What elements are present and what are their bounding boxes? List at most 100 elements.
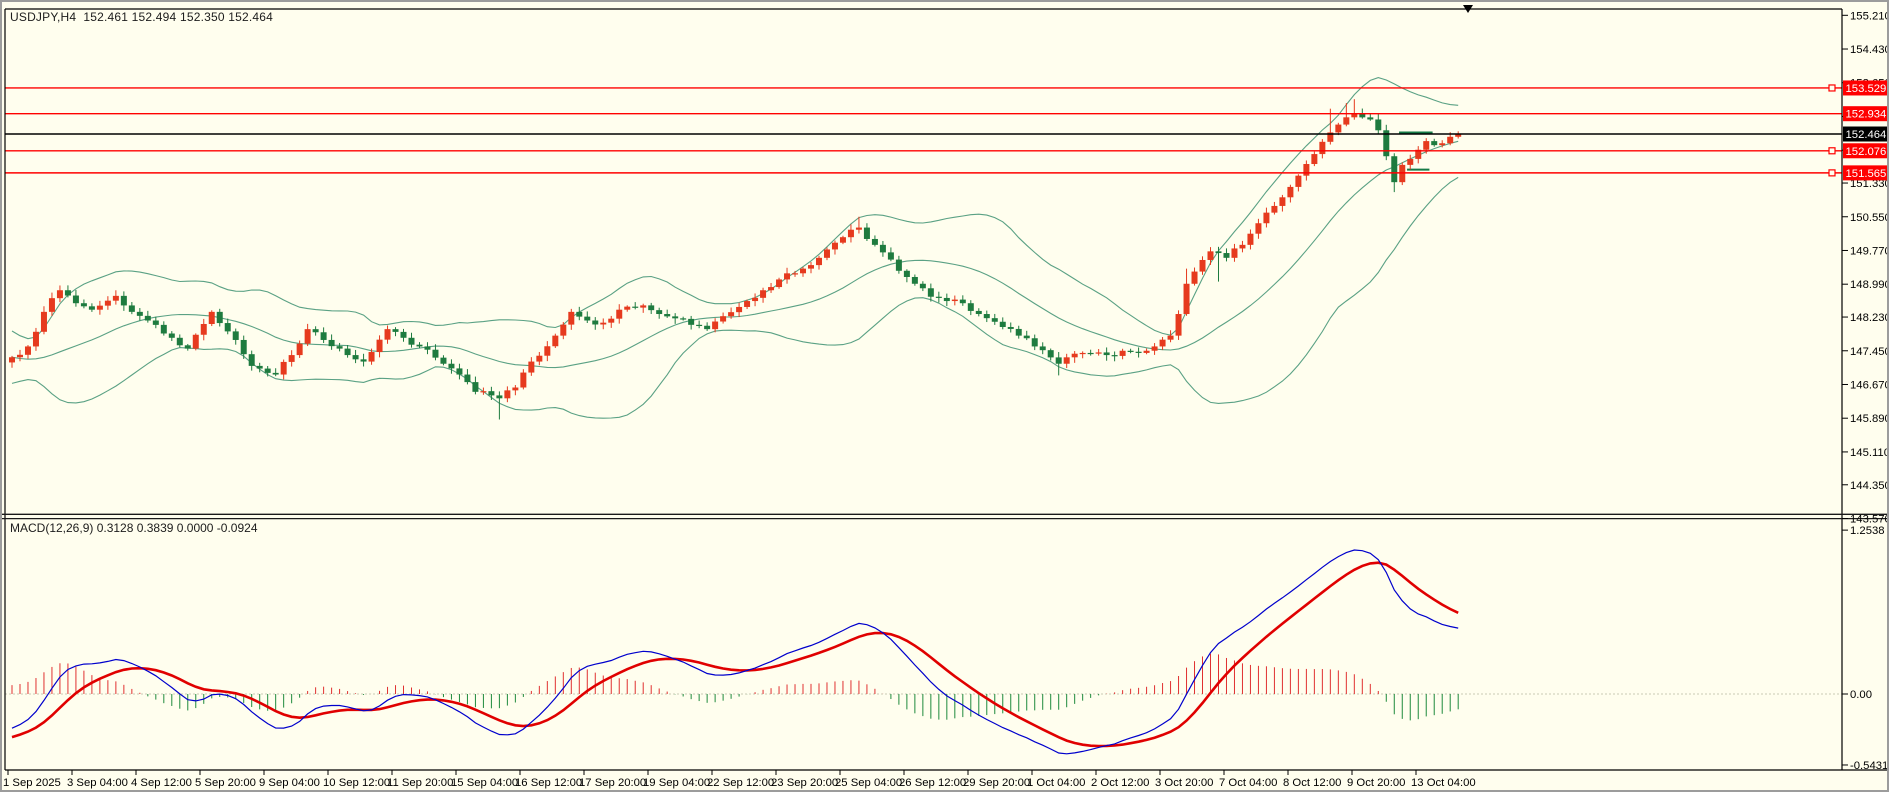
price-axis-tick-label: 145.110 (1850, 447, 1889, 459)
candle-body (648, 305, 655, 311)
candle-body (256, 365, 263, 369)
candle (736, 302, 743, 318)
candle-body (568, 311, 575, 325)
candle-body (1151, 346, 1158, 351)
candle (999, 317, 1006, 330)
candle-body (1431, 141, 1438, 146)
line-drag-handle[interactable] (1828, 169, 1836, 177)
candle (24, 345, 31, 359)
candle (664, 309, 671, 318)
candle (608, 315, 615, 328)
candle (879, 240, 886, 257)
candle (504, 386, 511, 403)
candle-body (184, 345, 191, 349)
candle-body (1303, 164, 1310, 176)
candle-body (480, 391, 487, 393)
candle-body (1183, 283, 1190, 315)
candle-body (1455, 134, 1462, 137)
candle (216, 308, 223, 327)
candle-body (1143, 350, 1150, 353)
candle (1127, 348, 1134, 354)
candle (368, 348, 375, 365)
candle (728, 307, 735, 319)
line-drag-handle[interactable] (1828, 147, 1836, 155)
candle-body (464, 374, 471, 383)
candle (1071, 351, 1078, 363)
candle-body (760, 290, 767, 298)
candle (336, 342, 343, 352)
bollinger-upper-band (11, 77, 1459, 340)
candle-body (320, 332, 327, 340)
candle (1271, 201, 1278, 215)
candle-body (967, 303, 974, 311)
price-line-label-box (1843, 126, 1887, 142)
candle (1151, 343, 1158, 355)
candle (1055, 352, 1062, 376)
candle-body (584, 316, 591, 321)
macd-indicator-label: MACD(12,26,9) 0.3128 0.3839 0.0000 -0.09… (10, 521, 258, 535)
candle-body (328, 339, 335, 347)
chart-shift-triangle-icon[interactable] (1463, 5, 1473, 13)
candle-body (208, 311, 215, 324)
candle-body (248, 354, 255, 366)
candle (1167, 330, 1174, 343)
candle (1335, 122, 1342, 136)
candle-body (1007, 326, 1014, 329)
candle-body (823, 249, 830, 258)
time-axis-label: 1 Oct 04:00 (1027, 777, 1085, 789)
candle-body (112, 295, 119, 301)
time-axis-label: 10 Sep 12:00 (323, 777, 390, 789)
candle (672, 313, 679, 324)
time-axis-label: 23 Sep 20:00 (771, 777, 838, 789)
candle-body (927, 288, 934, 297)
price-axis-tick-label: 150.550 (1850, 212, 1889, 224)
candle (1279, 194, 1286, 212)
candle-body (360, 359, 367, 362)
macd-axis-tick-label: 1.2538 (1850, 525, 1885, 537)
candle (80, 299, 87, 309)
price-line-labels: 153.529 152.934 152.464 152.076 151.565 (1843, 80, 1887, 181)
macd-axis[interactable]: 1.2538 0.00 -0.5431 (1842, 525, 1888, 772)
candle-body (400, 331, 407, 338)
candle (720, 312, 727, 324)
candle (1255, 218, 1262, 239)
candle (983, 310, 990, 323)
candle (72, 289, 79, 307)
candle (448, 359, 455, 374)
candle (927, 283, 934, 302)
price-axis-tick-label: 145.890 (1850, 413, 1889, 425)
candle (855, 216, 862, 234)
time-axis-label: 11 Sep 20:00 (387, 777, 453, 789)
candle (1023, 330, 1030, 341)
time-axis-label: 3 Sep 04:00 (67, 777, 128, 789)
candle-body (800, 268, 807, 274)
candle (64, 285, 71, 298)
candle-body (1407, 158, 1414, 165)
candle-body (80, 303, 87, 307)
candle (808, 261, 814, 274)
candle-body (608, 318, 615, 323)
candle (704, 322, 711, 331)
candle (240, 335, 247, 359)
candle (1351, 99, 1358, 120)
candle-body (168, 333, 175, 338)
candle-body (1239, 244, 1246, 249)
candle-body (1095, 352, 1102, 354)
candle-body (736, 306, 743, 313)
candle-body (88, 306, 95, 310)
candle-body (903, 270, 910, 277)
line-drag-handle[interactable] (1828, 84, 1836, 92)
candle (1135, 347, 1142, 358)
horizontal-price-lines[interactable] (5, 84, 1842, 177)
candle-body (943, 297, 950, 302)
candle (528, 357, 535, 376)
candle-body (504, 390, 511, 399)
candle-body (32, 331, 39, 347)
candle-body (312, 329, 319, 333)
candle (168, 331, 175, 341)
candle-body (1103, 352, 1110, 356)
short-trendlines[interactable] (1399, 131, 1433, 171)
time-axis[interactable]: 1 Sep 2025 3 Sep 04:00 4 Sep 12:00 5 Sep 20… (3, 770, 1476, 789)
candle (552, 333, 559, 348)
